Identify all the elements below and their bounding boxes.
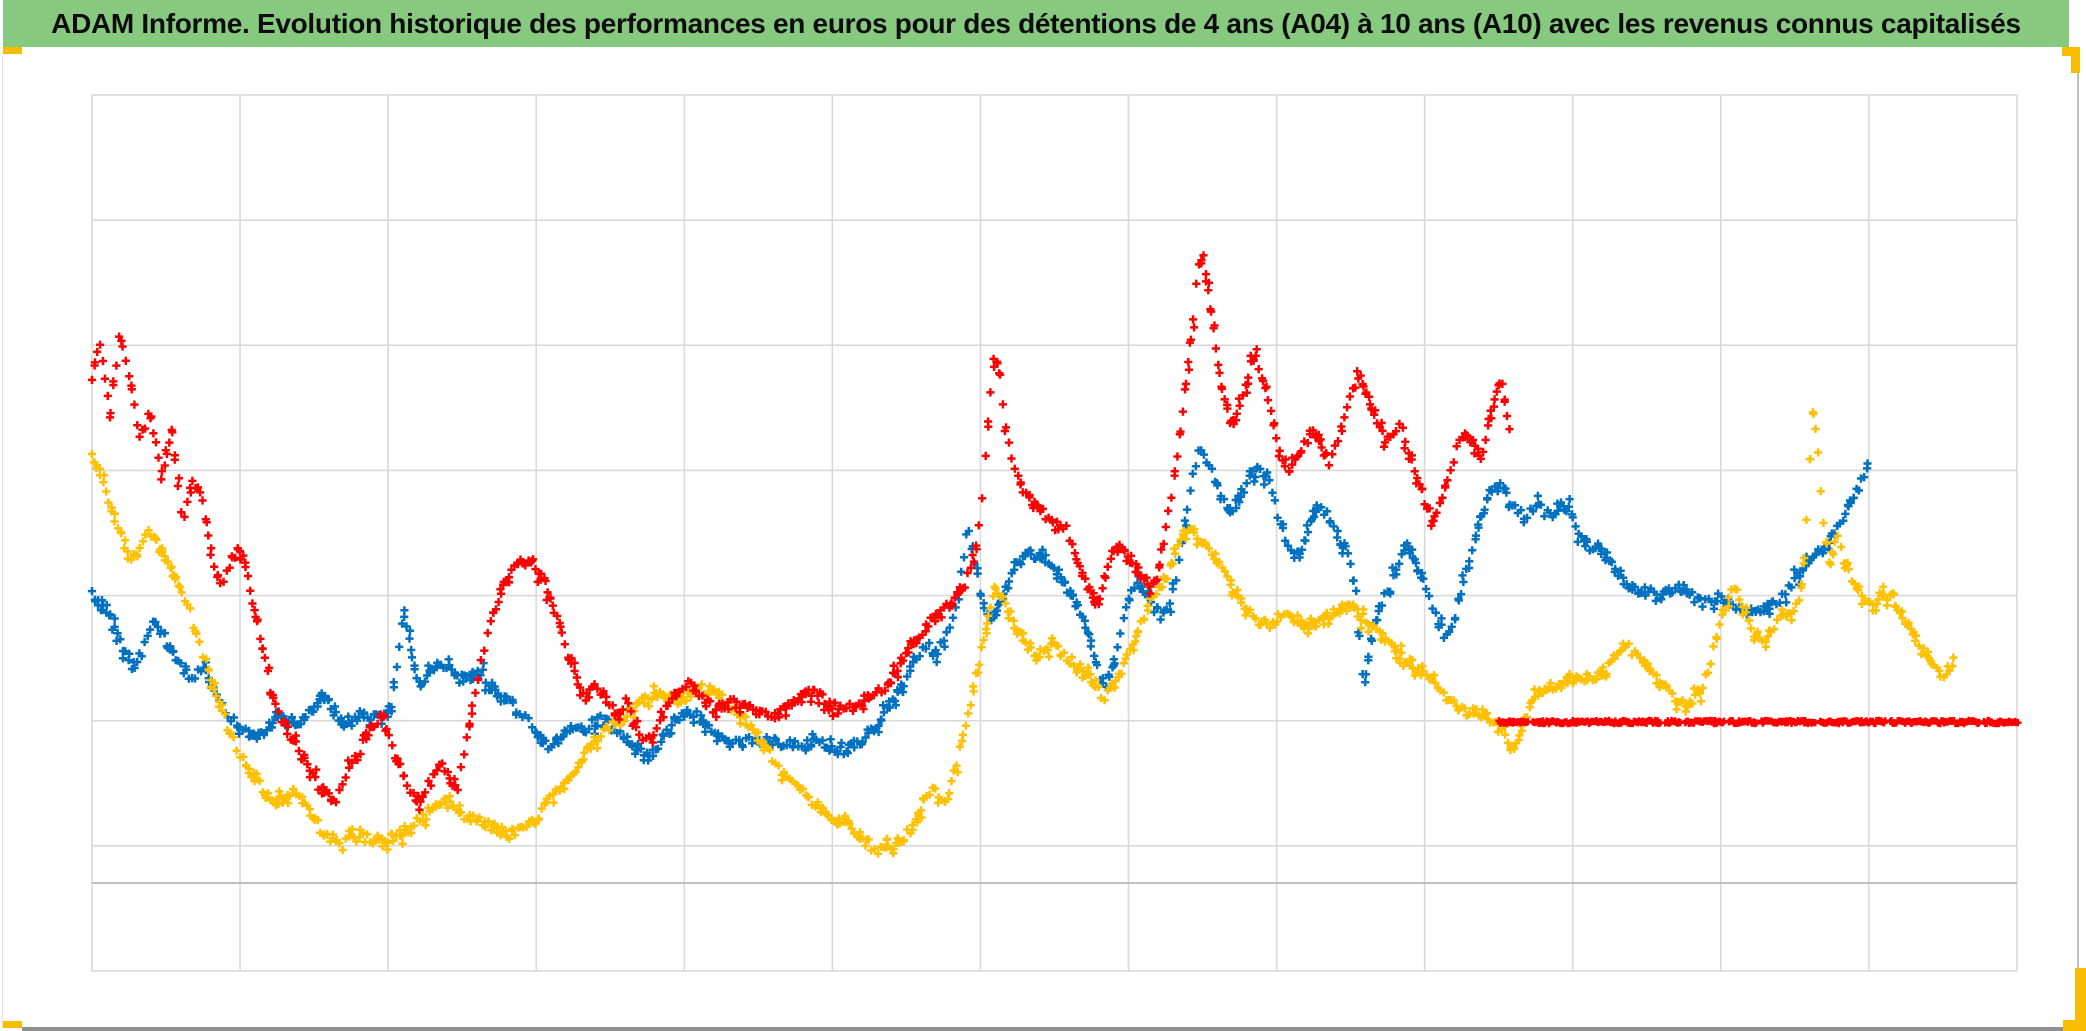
corner-handle-top-right-arm[interactable] [2071, 47, 2080, 73]
corner-handle-bottom-left[interactable] [3, 1021, 22, 1028]
title-bar: ADAM Informe. Evolution historique des p… [3, 0, 2069, 47]
gridlines [91, 94, 2018, 972]
blue-series[interactable] [87, 446, 1872, 765]
right-frame-line [2077, 48, 2079, 1031]
page-title: ADAM Informe. Evolution historique des p… [51, 7, 2021, 39]
corner-handle-top-left[interactable] [3, 47, 22, 54]
bottom-frame-line [22, 1027, 2086, 1031]
left-frame-line [2, 53, 3, 1027]
corner-handle-bottom-right-arm[interactable] [2075, 968, 2086, 1031]
red-series[interactable] [87, 251, 2022, 814]
corner-handle-bottom-right[interactable] [2063, 1020, 2086, 1031]
gold-series[interactable] [87, 408, 1958, 858]
